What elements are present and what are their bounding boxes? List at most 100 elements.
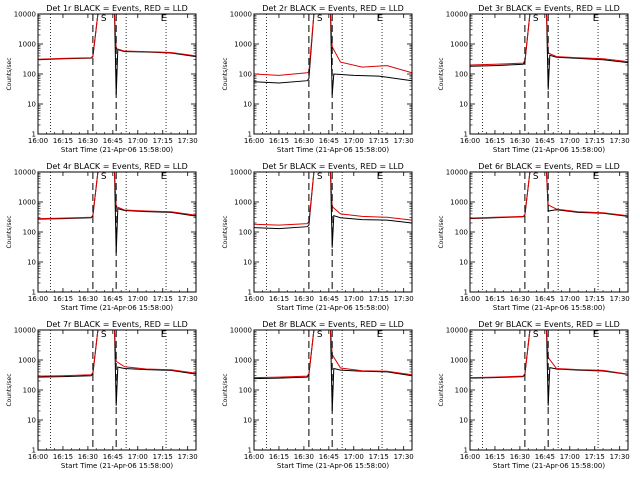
- x-axis-label: Start Time (21-Apr-06 15:58:00): [277, 146, 389, 154]
- y-tick-label: 1: [464, 289, 468, 297]
- y-tick-label: 10: [243, 417, 252, 425]
- annotation-e: E: [161, 172, 167, 182]
- detector-panel-2: Det 2r BLACK = Events, RED = LLD Counts/s…: [222, 4, 414, 154]
- series-line-lld: [254, 330, 412, 379]
- x-tick-label: 16:45: [103, 137, 123, 145]
- y-tick-label: 10000: [230, 11, 252, 19]
- y-tick-label: 1: [248, 289, 252, 297]
- x-tick-label: 16:45: [103, 453, 123, 461]
- y-axis-label: Counts/sec: [222, 57, 229, 90]
- y-axis-label: Counts/sec: [222, 373, 229, 406]
- y-axis-label: Counts/sec: [6, 215, 13, 248]
- detector-panel-4: Det 4r BLACK = Events, RED = LLD Counts/s…: [6, 162, 198, 312]
- y-axis-label: Counts/sec: [222, 215, 229, 248]
- x-tick-label: 17:30: [178, 295, 198, 303]
- x-tick-label: 17:00: [344, 137, 364, 145]
- series-group: [254, 14, 412, 96]
- x-axis-label: Start Time (21-Apr-06 15:58:00): [493, 146, 605, 154]
- y-tick-label: 10000: [14, 169, 36, 177]
- annotation-e: E: [161, 14, 167, 24]
- x-tick-label: 17:30: [178, 453, 198, 461]
- series-line-lld: [38, 330, 196, 377]
- panel-title: Det 6r BLACK = Events, RED = LLD: [478, 162, 620, 171]
- x-tick-label: 16:45: [535, 453, 555, 461]
- series-line-events: [38, 172, 196, 254]
- x-axis-label: Start Time (21-Apr-06 15:58:00): [61, 304, 173, 312]
- series-group: [470, 330, 628, 406]
- y-tick-label: 100: [23, 387, 36, 395]
- y-tick-label: 10: [243, 101, 252, 109]
- y-tick-label: 1000: [234, 357, 252, 365]
- x-tick-label: 17:15: [585, 453, 605, 461]
- detector-panel-7: Det 7r BLACK = Events, RED = LLD Counts/s…: [6, 320, 198, 470]
- x-tick-label: 17:30: [610, 453, 630, 461]
- y-tick-label: 10: [459, 417, 468, 425]
- annotation-s: S: [101, 14, 107, 24]
- y-tick-label: 1: [32, 289, 36, 297]
- panel-title: Det 4r BLACK = Events, RED = LLD: [46, 162, 188, 171]
- y-tick-label: 10000: [446, 327, 468, 335]
- y-tick-label: 1: [32, 131, 36, 139]
- x-tick-label: 16:30: [78, 295, 98, 303]
- annotation-e: E: [593, 330, 599, 340]
- x-tick-label: 17:15: [369, 137, 389, 145]
- x-axis-label: Start Time (21-Apr-06 15:58:00): [493, 462, 605, 470]
- y-tick-label: 1000: [18, 199, 36, 207]
- y-tick-label: 10000: [230, 327, 252, 335]
- y-tick-label: 100: [239, 387, 252, 395]
- series-line-events: [38, 14, 196, 96]
- x-tick-label: 16:15: [485, 137, 505, 145]
- x-tick-label: 16:15: [485, 453, 505, 461]
- x-tick-label: 16:00: [460, 137, 480, 145]
- series-line-lld: [470, 172, 628, 219]
- annotation-s: S: [317, 330, 323, 340]
- detector-panel-9: Det 9r BLACK = Events, RED = LLD Counts/s…: [438, 320, 630, 470]
- y-tick-label: 1000: [450, 199, 468, 207]
- series-line-events: [470, 172, 628, 220]
- x-tick-label: 16:30: [510, 295, 530, 303]
- x-tick-label: 16:30: [294, 295, 314, 303]
- x-tick-label: 17:00: [560, 137, 580, 145]
- x-tick-label: 16:15: [485, 295, 505, 303]
- x-tick-label: 16:15: [269, 137, 289, 145]
- x-tick-label: 16:15: [269, 295, 289, 303]
- y-tick-label: 1: [464, 131, 468, 139]
- y-tick-label: 10: [459, 101, 468, 109]
- y-tick-label: 1000: [450, 41, 468, 49]
- y-tick-label: 10: [27, 101, 36, 109]
- x-tick-label: 17:15: [369, 295, 389, 303]
- y-axis-label: Counts/sec: [6, 57, 13, 90]
- x-tick-label: 17:15: [369, 453, 389, 461]
- y-tick-label: 1: [464, 447, 468, 455]
- detector-panel-6: Det 6r BLACK = Events, RED = LLD Counts/s…: [438, 162, 630, 312]
- plot-frame: [37, 13, 197, 135]
- x-axis-label: Start Time (21-Apr-06 15:58:00): [277, 462, 389, 470]
- x-tick-label: 17:15: [585, 137, 605, 145]
- x-tick-label: 17:30: [394, 295, 414, 303]
- y-tick-label: 10: [27, 417, 36, 425]
- y-tick-label: 1000: [234, 41, 252, 49]
- series-line-lld: [470, 330, 628, 379]
- x-tick-label: 17:15: [153, 453, 173, 461]
- y-tick-label: 1000: [450, 357, 468, 365]
- detector-panel-1: Det 1r BLACK = Events, RED = LLD Counts/s…: [6, 4, 198, 154]
- series-group: [38, 172, 196, 254]
- y-tick-label: 10000: [14, 327, 36, 335]
- x-axis-label: Start Time (21-Apr-06 15:58:00): [61, 146, 173, 154]
- x-tick-label: 16:00: [460, 453, 480, 461]
- y-axis-label: Counts/sec: [438, 215, 445, 248]
- x-tick-label: 16:30: [510, 453, 530, 461]
- series-line-events: [470, 330, 628, 406]
- series-line-events: [254, 330, 412, 412]
- x-tick-label: 16:15: [269, 453, 289, 461]
- series-group: [254, 330, 412, 412]
- x-tick-label: 16:00: [28, 295, 48, 303]
- plot-frame: [37, 329, 197, 451]
- detector-panel-8: Det 8r BLACK = Events, RED = LLD Counts/s…: [222, 320, 414, 470]
- y-axis-label: Counts/sec: [6, 373, 13, 406]
- y-tick-label: 100: [23, 71, 36, 79]
- y-tick-label: 1000: [234, 199, 252, 207]
- x-tick-label: 17:15: [585, 295, 605, 303]
- x-tick-label: 17:00: [560, 453, 580, 461]
